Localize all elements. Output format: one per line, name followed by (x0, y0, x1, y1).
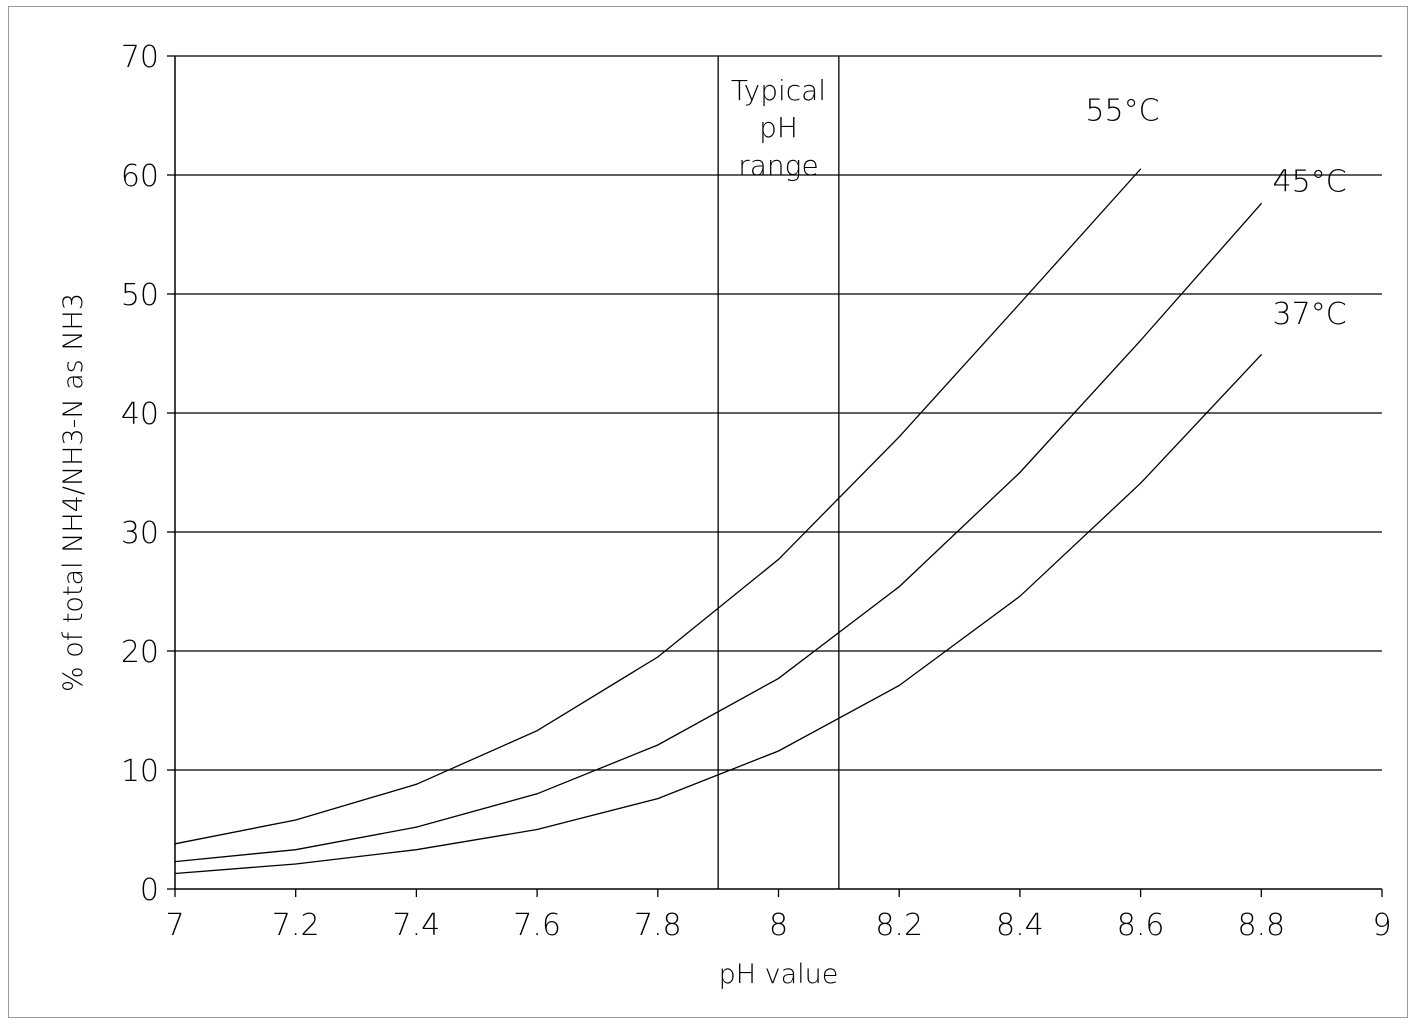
annotation-0: Typical (731, 74, 826, 107)
series-line-2 (174, 354, 1262, 875)
series-0-point-7 (1019, 302, 1021, 305)
series-2-point-2 (415, 849, 417, 851)
series-0-point-6 (898, 436, 900, 438)
y-tick-label-3: 30 (121, 516, 159, 551)
axes (167, 55, 1383, 897)
series-0-point-4 (657, 656, 659, 658)
x-tick-label-7: 8.4 (996, 908, 1044, 943)
series-2-point-4 (657, 797, 659, 800)
series-0-point-8 (1140, 168, 1142, 170)
series-1-point-5 (777, 677, 780, 679)
series-lines (174, 168, 1262, 875)
x-axis-label: pH value (719, 959, 839, 990)
y-tick-label-7: 70 (121, 40, 159, 75)
y-tick-label-4: 40 (121, 397, 159, 432)
gridlines (175, 55, 1382, 771)
series-0-point-5 (777, 558, 780, 560)
ph-range-lines (717, 56, 840, 889)
x-tick-label-9: 8.8 (1237, 908, 1285, 943)
x-tick-label-2: 7.4 (393, 908, 441, 943)
series-2-point-6 (898, 684, 900, 687)
y-tick-label-2: 20 (121, 635, 159, 670)
series-line-1 (174, 203, 1262, 863)
x-tick-label-5: 8 (769, 908, 788, 943)
series-1-point-0 (174, 861, 176, 863)
series-1-point-3 (536, 793, 538, 795)
series-2-point-1 (295, 863, 297, 865)
series-2-point-3 (536, 828, 538, 831)
x-tick-label-1: 7.2 (272, 908, 320, 943)
series-0-point-2 (415, 783, 417, 785)
y-tick-label-1: 10 (121, 754, 159, 789)
series-line-0 (174, 168, 1142, 845)
annotation-1: pH (759, 111, 798, 144)
y-axis-label: % of total NH4/NH3-N as NH3 (58, 293, 89, 692)
series-label-2: 37°C (1273, 297, 1347, 332)
y-tick-label-6: 60 (121, 159, 159, 194)
series-1-point-1 (295, 849, 297, 851)
series-2-point-8 (1140, 482, 1142, 484)
x-tick-label-10: 9 (1372, 908, 1391, 943)
series-1-point-9 (1260, 202, 1262, 205)
x-tick-label-0: 7 (165, 908, 184, 943)
series-label-1: 45°C (1273, 165, 1347, 200)
y-tick-label-0: 0 (140, 873, 159, 908)
series-0-point-0 (174, 843, 176, 845)
x-tick-label-3: 7.6 (513, 908, 561, 943)
series-1-point-7 (1019, 471, 1021, 474)
series-1-point-8 (1140, 339, 1142, 342)
series-2-point-7 (1019, 595, 1021, 597)
series-1-point-2 (415, 826, 417, 828)
annotation-2: range (738, 149, 818, 182)
series-label-0: 55°C (1085, 93, 1159, 128)
series-2-point-5 (777, 750, 780, 752)
series-1-point-4 (657, 744, 659, 746)
x-tick-label-8: 8.6 (1117, 908, 1165, 943)
series-2-point-9 (1260, 354, 1262, 356)
series-2-point-0 (174, 872, 176, 875)
series-0-point-3 (536, 730, 538, 732)
chart-text: 0 10 20 30 40 50 60 70 7 7.2 7.4 7.6 7.8 8 8.2 8.4 8.6 8.… (58, 40, 1392, 990)
x-tick-label-4: 7.8 (634, 908, 682, 943)
series-0-point-1 (295, 819, 297, 821)
x-tick-label-6: 8.2 (875, 908, 923, 943)
series-1-point-6 (898, 586, 900, 588)
y-tick-label-5: 50 (121, 278, 159, 313)
